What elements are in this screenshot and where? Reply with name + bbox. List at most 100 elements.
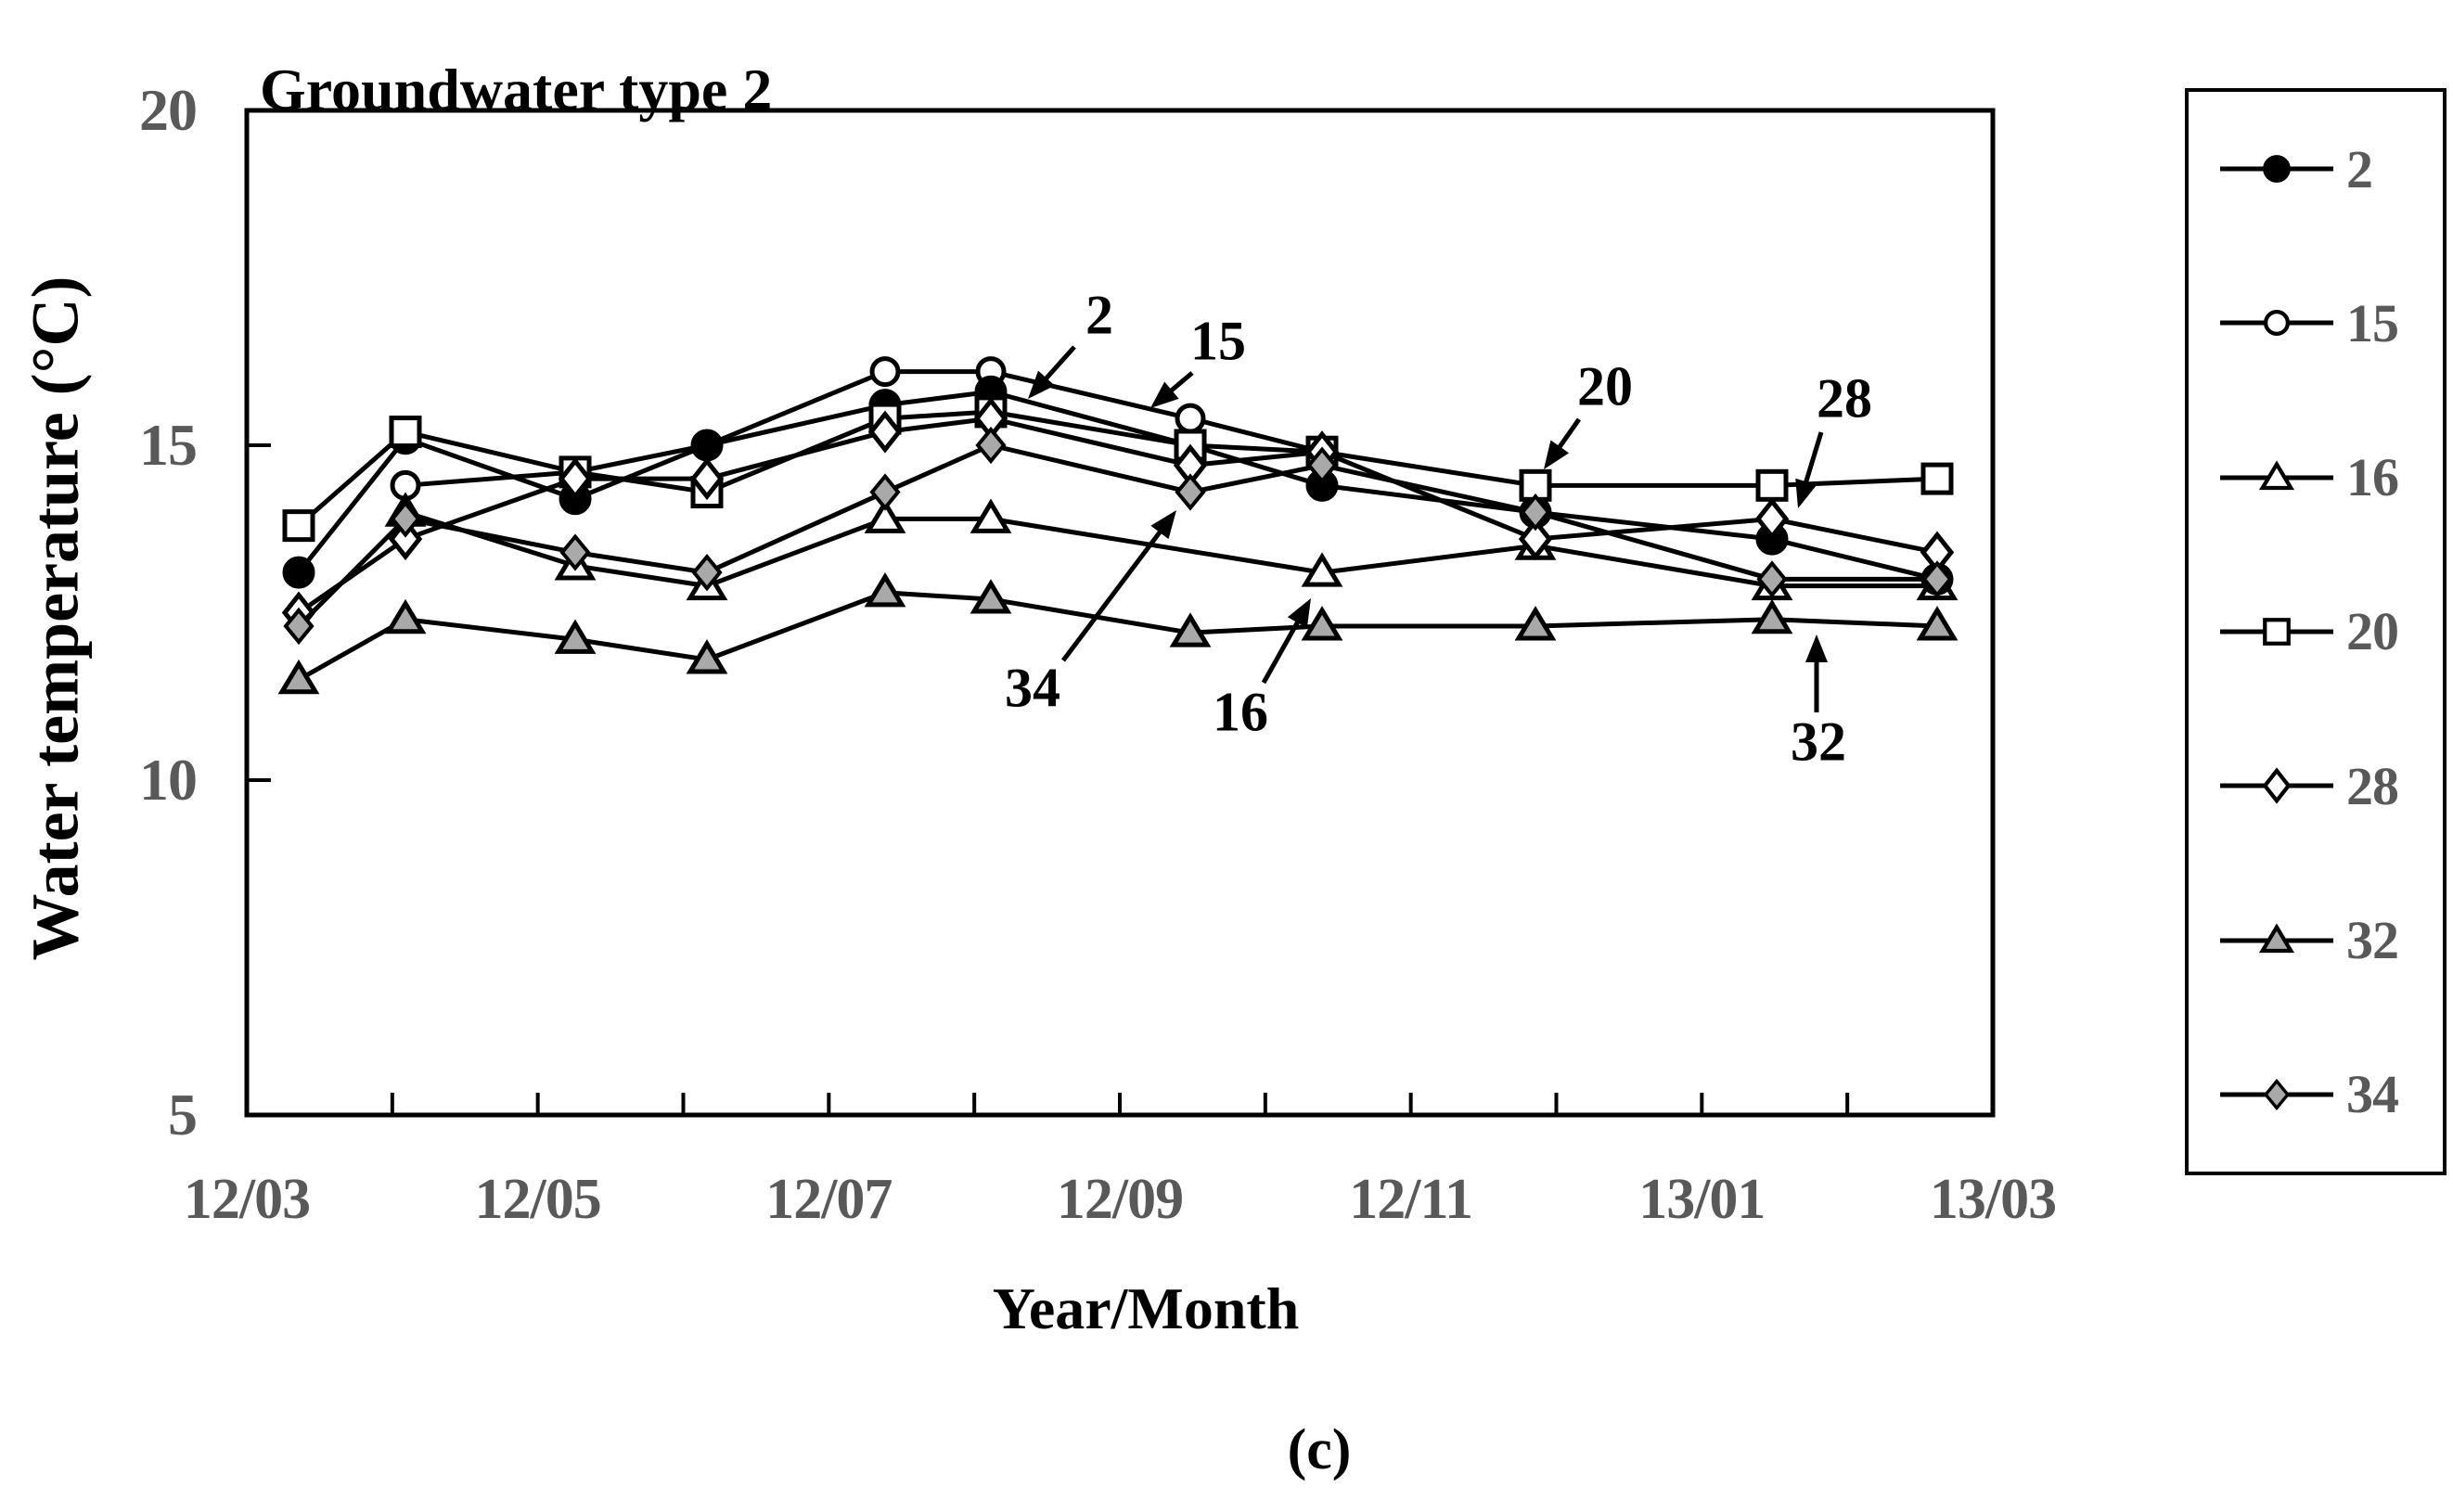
- arrow-shaft: [1041, 345, 1076, 384]
- legend-box: 2 15 16 20 28 32 34: [2185, 88, 2447, 1175]
- y-tick-label: 5: [168, 1082, 198, 1147]
- series-marker-16: [864, 498, 906, 533]
- x-tick-label: 12/07: [765, 1168, 893, 1231]
- legend-marker-shape: [2262, 767, 2292, 804]
- series-line-32: [297, 590, 1938, 682]
- series-marker-2: [690, 429, 724, 462]
- legend-item-16: 16: [2189, 446, 2443, 508]
- annotation-label-28: 28: [1817, 367, 1872, 429]
- panel-label: (c): [1287, 1418, 1352, 1481]
- legend-label: 32: [2346, 910, 2399, 971]
- arrow-head: [1544, 440, 1570, 469]
- arrow-shaft: [1061, 526, 1165, 662]
- legend-marker-32: [2220, 922, 2333, 953]
- legend-marker-shape: [2263, 618, 2291, 646]
- series-marker-32: [1169, 612, 1212, 647]
- y-tick-label: 20: [139, 77, 198, 143]
- legend-label: 2: [2346, 138, 2373, 199]
- series-line-28: [297, 416, 1938, 615]
- annotation-label-15: 15: [1190, 310, 1246, 372]
- legend-marker-shape: [2258, 460, 2295, 490]
- legend-marker-shape: [2258, 922, 2295, 953]
- x-axis-title: Year/Month: [992, 1275, 1300, 1341]
- series-marker-34: [390, 500, 421, 538]
- annotation-label-20: 20: [1577, 355, 1633, 417]
- series-marker-34: [559, 533, 591, 571]
- x-tick-label: 12/03: [183, 1168, 311, 1231]
- series-marker-28: [1754, 497, 1790, 541]
- legend-item-2: 2: [2189, 138, 2443, 200]
- y-tick-label: 15: [139, 412, 198, 478]
- x-tick-label: 12/09: [1056, 1168, 1184, 1231]
- legend-marker-28: [2220, 767, 2333, 804]
- series-34: [283, 426, 1953, 646]
- legend-label: 28: [2346, 755, 2399, 816]
- series-marker-32: [1301, 606, 1343, 641]
- series-marker-20: [282, 509, 315, 543]
- series-marker-34: [1306, 446, 1338, 484]
- series-32: [277, 571, 1959, 695]
- series-marker-20: [1920, 462, 1954, 495]
- series-marker-32: [970, 579, 1012, 614]
- annotation-arrow-16: [1261, 598, 1311, 685]
- annotation-label-32: 32: [1791, 711, 1846, 773]
- annotation-arrow-32: [1805, 634, 1828, 712]
- x-tick-label: 12/11: [1349, 1168, 1473, 1231]
- legend-marker-shape: [2263, 1078, 2291, 1110]
- annotation-arrow-15: [1150, 371, 1194, 408]
- series-20: [282, 395, 1954, 543]
- legend-item-15: 15: [2189, 292, 2443, 354]
- series-marker-16: [1301, 552, 1343, 587]
- series-marker-28: [689, 457, 725, 501]
- legend-label: 15: [2346, 292, 2399, 353]
- arrow-shaft: [1261, 616, 1303, 685]
- series-marker-34: [1921, 560, 1953, 598]
- series-marker-15: [1175, 403, 1206, 434]
- legend-marker-20: [2220, 618, 2333, 646]
- series-marker-20: [1755, 468, 1789, 502]
- series-marker-15: [869, 356, 901, 388]
- series-marker-34: [691, 554, 723, 592]
- series-marker-28: [867, 410, 903, 454]
- arrow-head: [1150, 510, 1176, 540]
- annotation-arrow-2: [1028, 345, 1076, 399]
- series-marker-34: [1756, 560, 1788, 598]
- series-marker-16: [970, 498, 1012, 533]
- legend-label: 34: [2346, 1064, 2399, 1125]
- arrow-head: [1150, 381, 1179, 408]
- legend-label: 20: [2346, 601, 2399, 662]
- arrow-head: [1287, 598, 1311, 629]
- arrow-head: [1805, 634, 1828, 662]
- series-marker-34: [869, 473, 901, 511]
- arrow-head: [1028, 370, 1055, 399]
- legend-item-20: 20: [2189, 600, 2443, 662]
- legend-marker-2: [2220, 155, 2333, 184]
- arrow-shaft: [1554, 417, 1582, 453]
- series-16: [384, 492, 1959, 601]
- legend-label: 16: [2346, 447, 2399, 508]
- series-line-20: [297, 409, 1938, 528]
- annotation-arrow-20: [1544, 417, 1582, 469]
- series-marker-34: [283, 607, 315, 646]
- legend-item-34: 34: [2189, 1063, 2443, 1125]
- x-tick-label: 13/03: [1929, 1168, 2057, 1231]
- y-tick-label: 10: [139, 747, 198, 813]
- series-marker-2: [282, 556, 315, 589]
- arrow-shaft: [1802, 431, 1824, 488]
- series-marker-32: [686, 639, 728, 674]
- arrow-head: [1795, 478, 1817, 508]
- annotation-arrow-34: [1061, 510, 1176, 662]
- legend-marker-15: [2220, 310, 2333, 337]
- x-tick-label: 12/05: [474, 1168, 602, 1231]
- legend-item-28: 28: [2189, 755, 2443, 817]
- series-marker-28: [388, 518, 423, 561]
- series-marker-20: [389, 416, 422, 449]
- series-marker-32: [277, 659, 320, 695]
- series-marker-32: [1514, 606, 1557, 641]
- series-marker-32: [1751, 598, 1793, 634]
- series-marker-34: [975, 426, 1007, 465]
- legend-item-32: 32: [2189, 909, 2443, 971]
- x-tick-label: 13/01: [1638, 1168, 1766, 1231]
